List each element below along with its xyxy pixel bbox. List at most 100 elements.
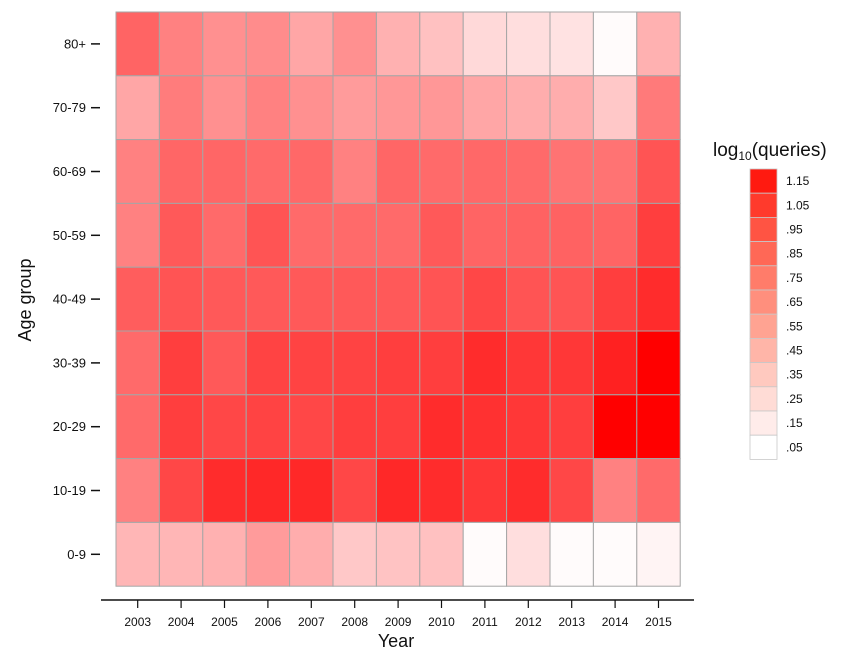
legend-label: .85 [786,247,803,261]
y-tick-label: 10-19 [53,483,86,498]
legend-label: 1.15 [786,174,810,188]
legend-swatch [749,241,778,267]
heatmap-cell [202,202,247,268]
heatmap-cell [549,330,594,396]
heatmap-cell [549,202,594,268]
legend-label: .75 [786,271,803,285]
x-tick-label: 2009 [385,615,412,629]
legend: 1.15 1.05 .95 .85 .75 .65 .55 .45 .35 .25 .15 .05 [749,168,810,460]
y-tick-label: 20-29 [53,419,86,434]
heatmap-cell [202,75,247,141]
heatmap-cell [419,11,464,77]
heatmap-cell [549,11,594,77]
x-tick-label: 2010 [428,615,455,629]
x-tick-label: 2008 [341,615,368,629]
heatmap-cell [549,75,594,141]
heatmap-cell [202,330,247,396]
heatmap-cell [289,75,334,141]
heatmap-cell [158,202,204,268]
heatmap-cell [202,139,247,204]
heatmap-cells [115,11,681,587]
heatmap-cell [289,458,334,523]
heatmap-cell [158,458,204,523]
heatmap-cell [506,139,551,204]
heatmap-cell [636,11,681,77]
heatmap-cell [375,11,421,77]
x-tick-label: 2007 [298,615,325,629]
heatmap-cell [158,139,204,204]
heatmap-cell [332,139,377,204]
heatmap-cell [332,202,377,268]
y-tick-label: 70-79 [53,100,86,115]
heatmap-cell [419,330,464,396]
heatmap-cell [419,394,464,460]
legend-label: .05 [786,440,803,454]
legend-label: .55 [786,319,803,333]
heatmap-cell [245,139,291,204]
heatmap-cell [419,458,464,523]
heatmap-cell [419,75,464,141]
x-axis-title: Year [378,631,414,649]
heatmap-cell [506,202,551,268]
heatmap-cell [375,266,421,332]
legend-swatch [749,386,778,412]
x-tick-label: 2014 [602,615,629,629]
legend-title: log10(queries) [713,140,827,163]
heatmap-cell [289,139,334,204]
x-tick-label: 2003 [124,615,151,629]
y-tick-label: 40-49 [53,292,86,307]
heatmap-cell [202,521,247,587]
heatmap-cell [289,394,334,460]
heatmap-cell [202,394,247,460]
heatmap-cell [592,521,638,587]
x-tick-label: 2013 [558,615,585,629]
y-tick-label: 50-59 [53,228,86,243]
heatmap-cell [115,330,160,396]
x-tick-label: 2005 [211,615,238,629]
x-tick-label: 2012 [515,615,542,629]
heatmap-cell [115,394,160,460]
heatmap-cell [115,11,160,77]
heatmap-cell [462,202,508,268]
heatmap-cell [245,521,291,587]
heatmap-cell [462,394,508,460]
heatmap-cell [592,330,638,396]
heatmap-cell [549,458,594,523]
heatmap-cell [549,521,594,587]
heatmap-cell [636,75,681,141]
heatmap-cell [636,202,681,268]
y-axis-ticks: 80+ 70-79 60-69 50-59 40-49 30-39 20-29 10-19 0-… [53,36,100,562]
heatmap-cell [245,11,291,77]
heatmap-cell [592,11,638,77]
heatmap-cell [419,266,464,332]
heatmap-cell [245,458,291,523]
y-tick-label: 0-9 [67,547,86,562]
y-axis-title: Age group [15,258,35,341]
legend-title-prefix: log [713,140,738,161]
heatmap-cell [375,394,421,460]
heatmap-cell [636,521,681,587]
heatmap-cell [115,458,160,523]
heatmap-cell [462,139,508,204]
heatmap-cell [332,75,377,141]
heatmap-cell [636,458,681,523]
heatmap-cell [202,266,247,332]
legend-label: .35 [786,368,803,382]
heatmap-cell [158,521,204,587]
heatmap-cell [158,266,204,332]
heatmap-cell [506,458,551,523]
y-tick-label: 60-69 [53,164,86,179]
heatmap-cell [332,521,377,587]
heatmap-cell [462,266,508,332]
heatmap-cell [375,75,421,141]
heatmap-cell [462,75,508,141]
legend-swatch [749,434,778,460]
legend-label: 1.05 [786,198,810,212]
legend-swatch [749,265,778,291]
legend-swatch [749,313,778,339]
legend-swatch [749,168,778,194]
heatmap-cell [245,394,291,460]
heatmap-cell [202,11,247,77]
heatmap-cell [245,75,291,141]
